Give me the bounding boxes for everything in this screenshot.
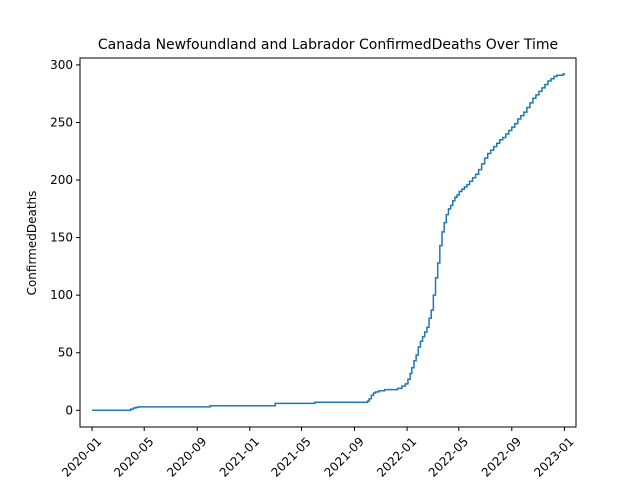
y-tick-label: 300 <box>50 58 73 72</box>
y-tick-label: 250 <box>50 115 73 129</box>
y-tick-label: 150 <box>50 231 73 245</box>
y-axis-ticks: 0 50 100 150 200 250 300 <box>50 58 80 417</box>
y-axis-label: ConfirmedDeaths <box>25 191 39 296</box>
y-tick-label: 50 <box>58 346 73 360</box>
plot-area-frame <box>79 57 577 428</box>
y-tick-label: 200 <box>50 173 73 187</box>
y-tick-label: 100 <box>50 288 73 302</box>
chart-title: Canada Newfoundland and Labrador Confirm… <box>98 37 558 53</box>
y-tick-label: 0 <box>65 403 73 417</box>
series-line <box>92 72 566 412</box>
